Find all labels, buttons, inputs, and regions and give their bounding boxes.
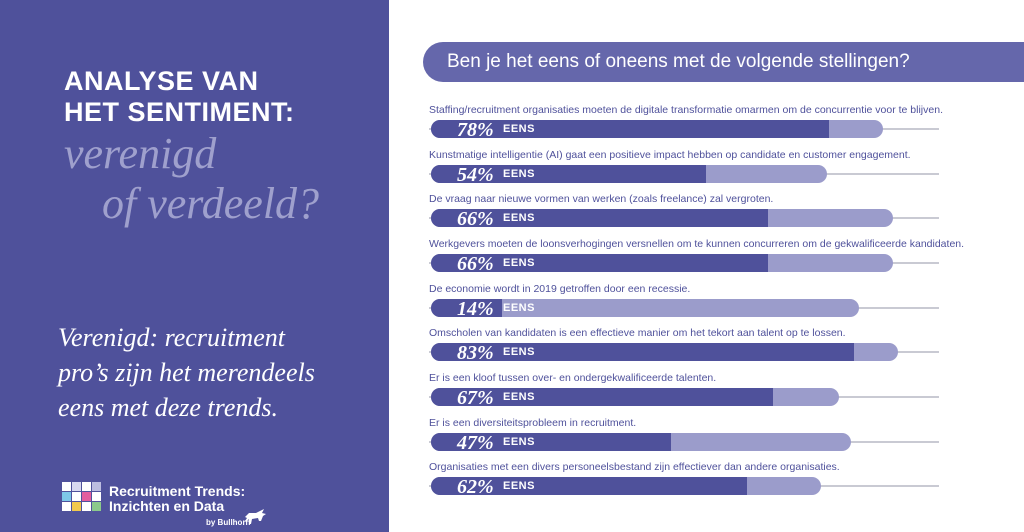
statement-label: Staffing/recruitment organisaties moeten…: [429, 104, 943, 116]
bar-background: 78% EENS: [431, 119, 883, 141]
statement-label: Werkgevers moeten de loonsverhogingen ve…: [429, 238, 965, 250]
bar-background: 54% EENS: [431, 164, 827, 186]
bar-background: 14% EENS: [431, 298, 859, 320]
statement-row: De vraag naar nieuwe vormen van werken (…: [429, 193, 949, 237]
statement-row: Kunstmatige intelligentie (AI) gaat een …: [429, 149, 949, 193]
statement-label: Er is een diversiteitsprobleem in recrui…: [429, 417, 637, 429]
italic-headline-line-1: verenigd: [64, 129, 217, 178]
statement-label: De vraag naar nieuwe vormen van werken (…: [429, 193, 774, 205]
bar-fill: [431, 433, 671, 451]
statement-label: Organisaties met een divers personeelsbe…: [429, 461, 840, 473]
bar-background: 62% EENS: [431, 476, 821, 498]
statement-label: De economie wordt in 2019 getroffen door…: [429, 283, 691, 295]
statement-row: Er is een kloof tussen over- en ondergek…: [429, 372, 949, 416]
eens-label: EENS: [503, 480, 535, 492]
eens-label: EENS: [503, 436, 535, 448]
eens-label: EENS: [503, 168, 535, 180]
bar-background: 66% EENS: [431, 208, 893, 230]
summary-line-2: pro’s zijn het merendeels: [58, 358, 315, 387]
by-bullhorn-label: by Bullhorn: [206, 518, 251, 527]
bar-fill: [431, 299, 502, 317]
percentage-label: 67%: [457, 387, 494, 409]
summary-line-3: eens met deze trends.: [58, 393, 278, 422]
eens-label: EENS: [503, 391, 535, 403]
headline-line-2: HET SENTIMENT:: [64, 97, 295, 127]
bar-background: 67% EENS: [431, 387, 839, 409]
eens-label: EENS: [503, 123, 535, 135]
percentage-label: 62%: [457, 476, 494, 498]
grid-logo-icon: [62, 482, 102, 512]
summary-line-1: Verenigd: recruitment: [58, 323, 285, 352]
bar-fill: [431, 209, 768, 227]
eens-label: EENS: [503, 346, 535, 358]
chart-title: Ben je het eens of oneens met de volgend…: [447, 51, 910, 72]
bar-fill: [431, 388, 773, 406]
brand-line-2: Inzichten en Data: [109, 498, 225, 514]
eens-label: EENS: [503, 212, 535, 224]
brand-line-1: Recruitment Trends:: [109, 483, 246, 499]
bar-background: 83% EENS: [431, 342, 898, 364]
headline-line-1: ANALYSE VAN: [64, 66, 259, 96]
percentage-label: 47%: [457, 432, 494, 454]
statement-row: Er is een diversiteitsprobleem in recrui…: [429, 417, 949, 461]
bar-background: 47% EENS: [431, 432, 851, 454]
percentage-label: 66%: [457, 253, 494, 275]
bar-background: 66% EENS: [431, 253, 893, 275]
statement-row: Organisaties met een divers personeelsbe…: [429, 461, 949, 505]
statement-label: Omscholen van kandidaten is een effectie…: [429, 327, 846, 339]
percentage-label: 78%: [457, 119, 494, 141]
brand-name: Recruitment Trends: Inzichten en Data: [109, 484, 245, 514]
bar-fill: [431, 120, 829, 138]
italic-headline-line-2: of verdeeld?: [102, 179, 320, 228]
percentage-label: 14%: [457, 298, 494, 320]
statement-row: Staffing/recruitment organisaties moeten…: [429, 104, 949, 148]
bar-fill: [431, 477, 747, 495]
statement-row: Omscholen van kandidaten is een effectie…: [429, 327, 949, 371]
statement-row: De economie wordt in 2019 getroffen door…: [429, 283, 949, 327]
percentage-label: 66%: [457, 208, 494, 230]
bar-fill: [431, 343, 854, 361]
bull-logo-icon: [245, 509, 266, 524]
statement-label: Er is een kloof tussen over- en ondergek…: [429, 372, 717, 384]
bar-fill: [431, 165, 706, 183]
eens-label: EENS: [503, 257, 535, 269]
summary-text: Verenigd: recruitment pro’s zijn het mer…: [58, 320, 378, 425]
chart-header: [423, 42, 1024, 82]
percentage-label: 83%: [457, 342, 494, 364]
bar-fill: [431, 254, 768, 272]
statement-row: Werkgevers moeten de loonsverhogingen ve…: [429, 238, 964, 282]
statement-label: Kunstmatige intelligentie (AI) gaat een …: [429, 149, 911, 161]
percentage-label: 54%: [457, 164, 494, 186]
left-panel: ANALYSE VAN HET SENTIMENT: verenigd of v…: [0, 0, 389, 532]
eens-label: EENS: [503, 302, 535, 314]
headline: ANALYSE VAN HET SENTIMENT:: [64, 66, 295, 128]
